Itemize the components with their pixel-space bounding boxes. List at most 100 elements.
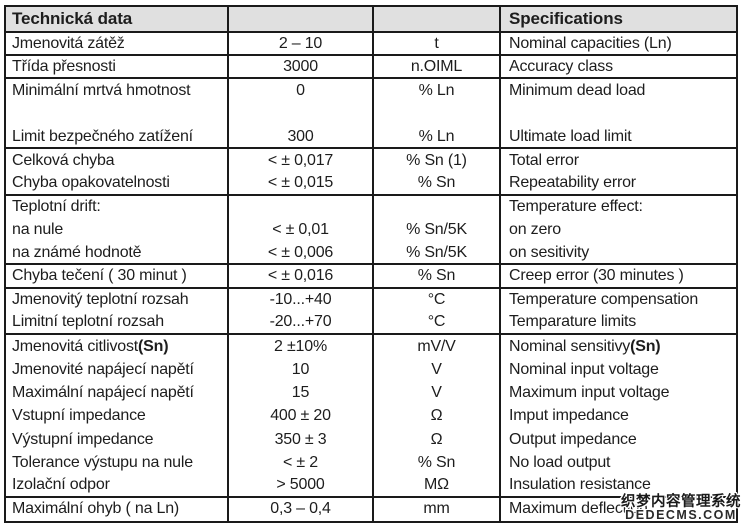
value-cell: < ± 0,006: [229, 242, 374, 264]
czech-label: Jmenovitá citlivost (Sn): [6, 335, 229, 359]
header-unit-column: [374, 7, 501, 31]
unit-cell: % Sn/5K: [374, 242, 501, 264]
english-label: Temperature compensation: [509, 291, 699, 309]
value-cell: 350 ± 3: [229, 427, 374, 452]
czech-label: Celková chyba: [6, 149, 229, 173]
table-row: Jmenovitý teplotní rozsah -10...+40 °C Temp…: [6, 288, 736, 312]
value-cell: < ± 0,017: [229, 149, 374, 173]
unit-cell: Ω: [374, 427, 501, 452]
table-row: Celková chyba < ± 0,017% Sn (1) Total erro…: [6, 149, 736, 173]
unit-cell: % Ln: [374, 125, 501, 148]
english-label: Maximum input voltage: [509, 384, 670, 402]
czech-label: Izolační odpor: [6, 474, 229, 496]
table-row: Maximální napájecí napětí 15 V Maximum inpu…: [6, 381, 736, 405]
unit-cell: V: [374, 358, 501, 382]
czech-label: Třída přesnosti: [6, 56, 229, 78]
unit-cell: MΩ: [374, 474, 501, 496]
value-cell: 2 ±10%: [229, 335, 374, 359]
unit-cell: [374, 102, 501, 126]
spec-table: Technická data Specifications Jmenovitá …: [4, 5, 738, 523]
table-row: Třída přesnosti 3000 n.OIML Accuracy class: [6, 56, 736, 80]
english-label: [501, 103, 736, 126]
value-cell: 10: [229, 358, 374, 382]
english-label: on zero: [509, 221, 561, 239]
unit-cell: t: [374, 33, 501, 55]
english-label: Temparature limits: [509, 313, 637, 331]
value-cell: < ± 0,01: [229, 218, 374, 243]
czech-label: Limit bezpečného zatížení: [6, 125, 229, 148]
english-label: Insulation resistance: [509, 476, 651, 494]
value-cell: 400 ± 20: [229, 404, 374, 428]
value-cell: < ± 2: [229, 451, 374, 475]
table-row: Jmenovité napájecí napětí 10 V Nominal inpu…: [6, 358, 736, 382]
table-row: na známé hodnotě < ± 0,006% Sn/5K on sesit…: [6, 242, 736, 266]
english-label: Repeatability error: [509, 174, 636, 192]
value-cell: > 5000: [229, 474, 374, 496]
table-row: Jmenovitá zátěž 2 – 10 t Nominal capacities…: [6, 33, 736, 57]
czech-label: Jmenovitá zátěž: [6, 33, 229, 55]
english-label: Total error: [509, 151, 579, 169]
table-row: Teplotní drift: Temperature effect:: [6, 195, 736, 219]
table-row: na nule < ± 0,01% Sn/5K on zero: [6, 218, 736, 243]
english-label: Maximum deflection: [509, 500, 648, 518]
table-row: Chyba tečení ( 30 minut ) < ± 0,016% Sn Cr…: [6, 265, 736, 289]
table-row: Chyba opakovatelnosti < ± 0,015% Sn Repeat…: [6, 172, 736, 196]
czech-label: na známé hodnotě: [6, 242, 229, 264]
value-cell: 300: [229, 125, 374, 148]
english-label: Creep error (30 minutes ): [509, 266, 684, 284]
table-row: Maximální ohyb ( na Ln) 0,3 – 0,4 mm Maximu…: [6, 497, 736, 521]
czech-label: [6, 102, 229, 126]
unit-cell: % Sn (1): [374, 149, 501, 173]
czech-label: Vstupní impedance: [6, 404, 229, 428]
unit-cell: % Sn/5K: [374, 218, 501, 243]
header-czech-title: Technická data: [6, 7, 229, 31]
czech-label: Výstupní impedance: [6, 427, 229, 452]
unit-cell: °C: [374, 288, 501, 312]
table-row: Minimální mrtvá hmotnost 0% Ln Minimum dea…: [6, 79, 736, 103]
value-cell: < ± 0,015: [229, 172, 374, 194]
table-row: Izolační odpor > 5000 MΩ Insulation resista…: [6, 474, 736, 498]
header-value-column: [229, 7, 374, 31]
value-cell: -20...+70: [229, 311, 374, 334]
unit-cell: % Sn: [374, 451, 501, 475]
czech-label: Chyba tečení ( 30 minut ): [6, 265, 229, 287]
english-label: Imput impedance: [509, 407, 629, 425]
english-label: No load output: [509, 453, 611, 471]
english-label: Ultimate load limit: [509, 127, 632, 145]
english-label: Nominal input voltage: [509, 360, 659, 378]
unit-cell: % Ln: [374, 79, 501, 103]
czech-label: Teplotní drift:: [6, 195, 229, 219]
english-label: Minimum dead load: [509, 82, 646, 100]
english-label: Output impedance: [509, 430, 637, 448]
header-english-title: Specifications: [509, 9, 623, 28]
value-cell: -10...+40: [229, 288, 374, 312]
table-row: [6, 102, 736, 126]
czech-label: Minimální mrtvá hmotnost: [6, 79, 229, 103]
table-row: Výstupní impedance 350 ± 3 Ω Output impedan…: [6, 427, 736, 452]
czech-label: Jmenovité napájecí napětí: [6, 358, 229, 382]
value-cell: [229, 195, 374, 219]
table-row: Limit bezpečného zatížení 300% Ln Ultimate…: [6, 125, 736, 150]
english-label: Nominal sensitivy (Sn): [509, 337, 661, 355]
value-cell: [229, 102, 374, 126]
value-cell: 0,3 – 0,4: [229, 497, 374, 521]
unit-cell: Ω: [374, 404, 501, 428]
table-row: Vstupní impedance 400 ± 20 Ω Imput impedanc…: [6, 404, 736, 428]
czech-label: na nule: [6, 218, 229, 243]
english-label: Temperature effect:: [509, 198, 643, 216]
english-label: Nominal capacities (Ln): [509, 34, 672, 52]
table-header-row: Technická data Specifications: [6, 7, 736, 33]
unit-cell: V: [374, 381, 501, 405]
unit-cell: n.OIML: [374, 56, 501, 78]
value-cell: 3000: [229, 56, 374, 78]
czech-label: Maximální ohyb ( na Ln): [6, 497, 229, 521]
unit-cell: mV/V: [374, 335, 501, 359]
unit-cell: mm: [374, 497, 501, 521]
value-cell: 15: [229, 381, 374, 405]
table-row: Tolerance výstupu na nule < ± 2% Sn No loa…: [6, 451, 736, 475]
czech-label: Tolerance výstupu na nule: [6, 451, 229, 475]
czech-label: Limitní teplotní rozsah: [6, 311, 229, 334]
english-label: on sesitivity: [509, 243, 590, 261]
table-row: Jmenovitá citlivost (Sn) 2 ±10% mV/V Nomina…: [6, 335, 736, 359]
value-cell: 0: [229, 79, 374, 103]
